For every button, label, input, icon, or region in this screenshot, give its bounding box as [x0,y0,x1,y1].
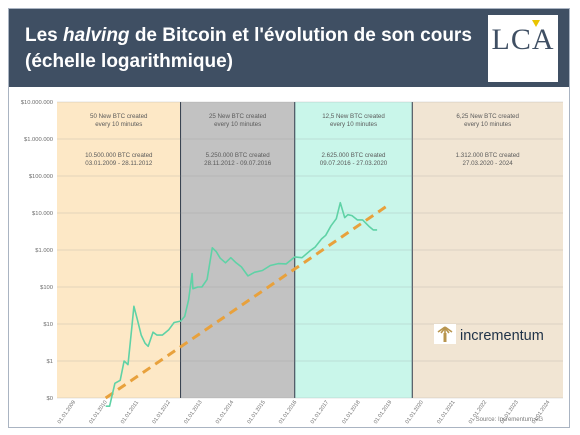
era-label: 09.07.2016 - 27.03.2020 [320,160,388,167]
x-tick-label: 01.01.2015 [246,400,266,426]
era-label: every 10 minutes [464,121,511,128]
x-tick-label: 01.01.2021 [436,400,456,426]
price-line [105,201,378,408]
era-label: 10.500.000 BTC created [85,152,153,159]
x-tick-label: 01.01.2009 [57,400,77,426]
x-tick-label: 01.01.2012 [152,400,172,426]
y-tick-label: $1.000.000 [24,137,53,143]
era-label: every 10 minutes [214,121,261,128]
y-tick-label: $100 [40,285,53,291]
y-tick-label: $10.000.000 [21,100,53,106]
x-tick-label: 01.01.2017 [310,400,330,426]
x-tick-label: 01.01.2014 [215,400,235,426]
y-tick-label: $0 [47,396,53,402]
y-tick-label: $10 [43,322,53,328]
title-part-a: Les [25,25,64,46]
era-label: 6,25 New BTC created [456,113,519,120]
incrementum-tree-icon [444,326,453,333]
x-tick-label: 01.01.2011 [120,400,140,425]
incrementum-tree-icon [437,326,446,333]
header-banner: Les halving de Bitcoin et l'évolution de… [9,9,569,87]
title-part-halving: halving [63,25,130,46]
era-label: 27.03.2020 - 2024 [463,160,514,167]
era-label: 50 New BTC created [90,113,148,120]
era-label: 25 New BTC created [209,113,267,120]
era-label: 2.625.000 BTC created [322,152,387,159]
x-tick-label: 01.01.2018 [341,400,361,426]
lca-logo-accent-icon [532,20,540,27]
title-subline: (échelle logarithmique) [25,51,233,72]
y-tick-label: $1.000 [35,248,53,254]
page-title: Les halving de Bitcoin et l'évolution de… [25,23,485,75]
era-label: 03.01.2009 - 28.11.2012 [85,160,153,167]
era-label: every 10 minutes [330,121,377,128]
incrementum-tree-icon [443,333,447,342]
y-tick-label: $10.000 [32,211,53,217]
lca-logo: LCA [488,15,558,82]
x-tick-label: 01.01.2013 [183,400,203,426]
era-label: 1.312.000 BTC created [456,152,521,159]
chart-area: 50 New BTC created every 10 minutes 10.500… [11,90,567,426]
x-tick-label: 01.01.2010 [88,400,108,426]
y-tick-label: $1 [47,359,53,365]
era-label: 5.250.000 BTC created [206,152,271,159]
era-label: every 10 minutes [95,121,142,128]
x-tick-label: 01.01.2019 [373,400,393,426]
source-note: Source: Incrementum AG [476,417,544,423]
incrementum-tree-icon [444,327,450,334]
trend-line [104,205,388,400]
figure-frame [8,8,570,428]
era-label: 28.11.2012 - 09.07.2016 [204,160,272,167]
lca-logo-text: LCA [491,23,555,56]
title-part-c: de Bitcoin et l'évolution de son cours [129,25,472,46]
era-label: 12,5 New BTC created [322,113,385,120]
x-tick-label: 01.01.2020 [405,400,425,426]
x-tick-label: 01.01.2016 [278,400,298,426]
y-tick-label: $100.000 [29,174,53,180]
incrementum-logo-text: incrementum [460,328,544,344]
